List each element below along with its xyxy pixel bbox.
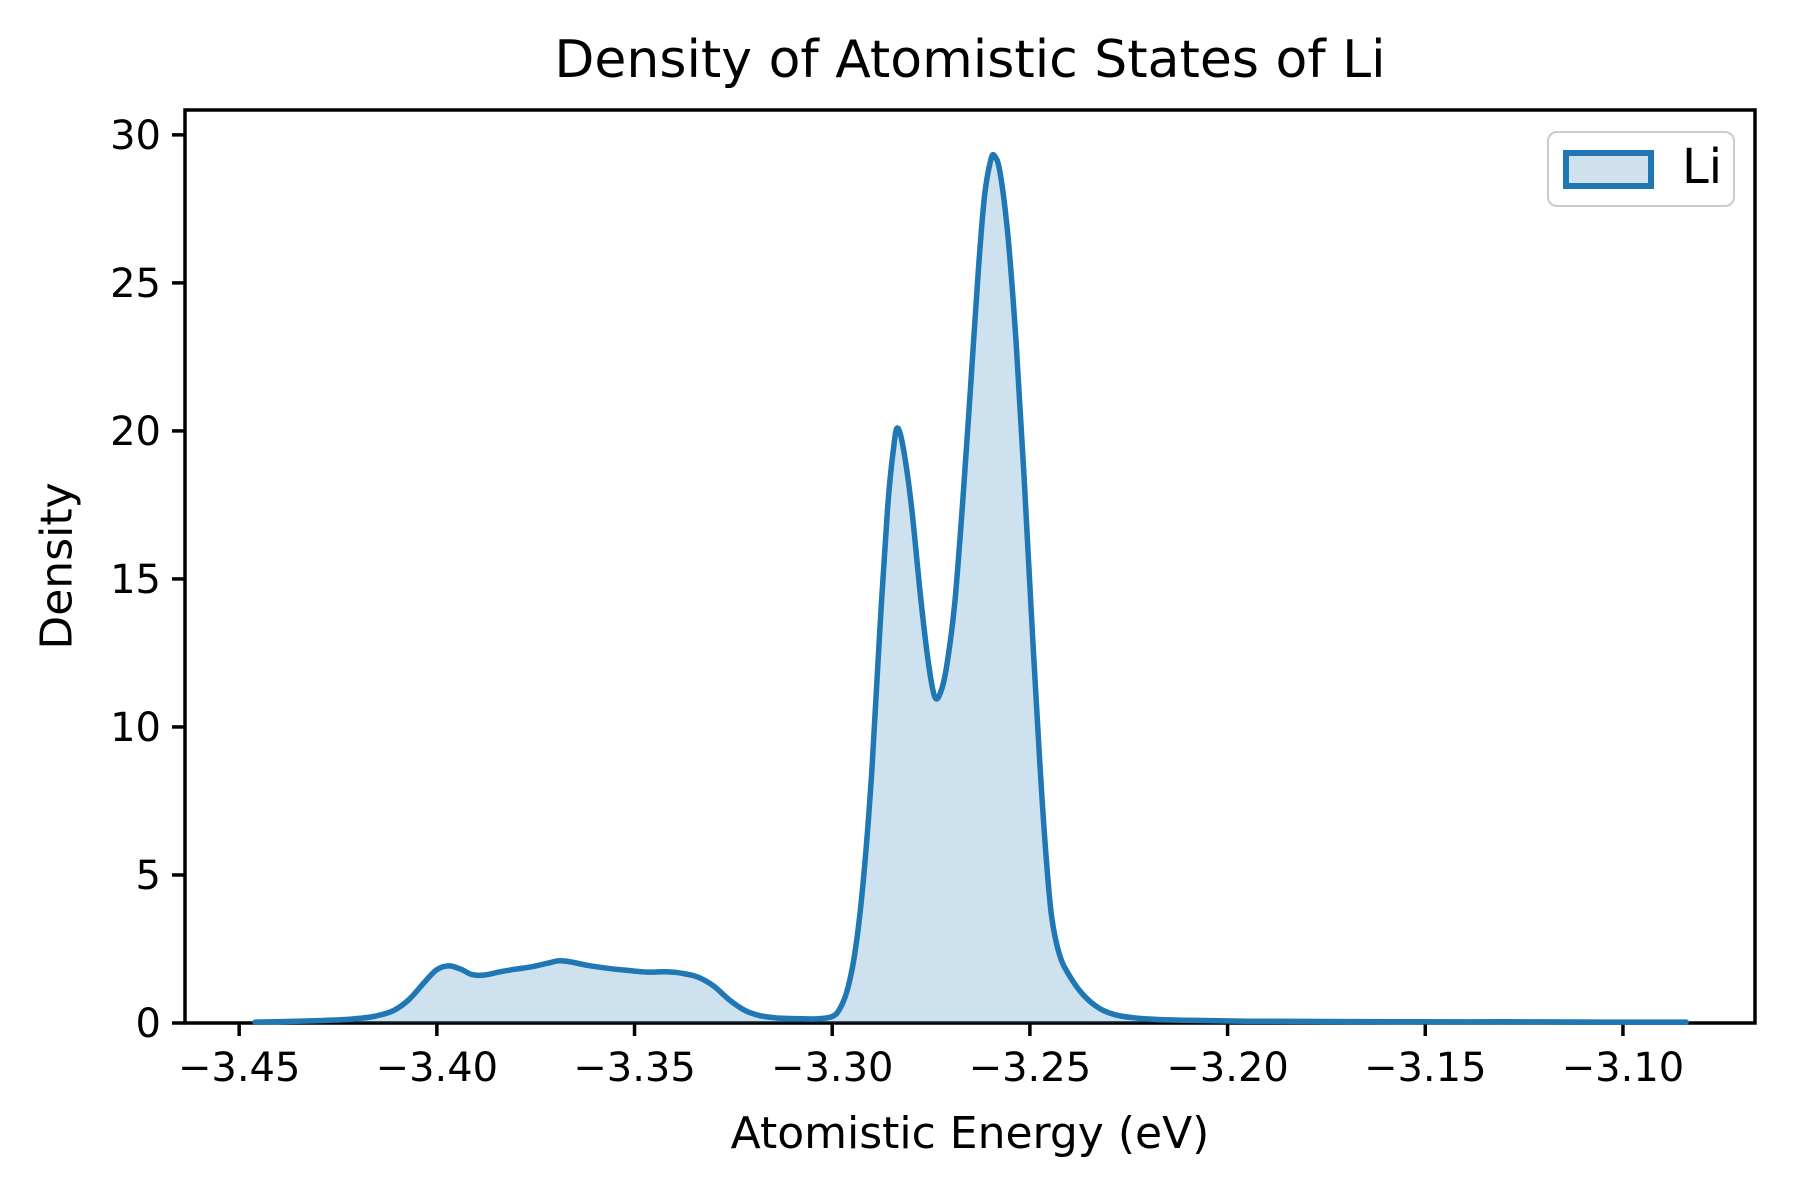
x-tick-label: −3.45 — [178, 1045, 301, 1091]
legend-swatch-li — [1563, 149, 1654, 189]
chart-title: Density of Atomistic States of Li — [554, 30, 1386, 90]
y-tick-label: 30 — [110, 113, 161, 159]
density-area — [255, 154, 1687, 1024]
x-tick-label: −3.15 — [1364, 1045, 1487, 1091]
density-curve — [252, 151, 1689, 1025]
x-tick-label: −3.10 — [1562, 1045, 1685, 1091]
x-tick-label: −3.25 — [969, 1045, 1092, 1091]
y-tick-label: 5 — [136, 853, 161, 899]
legend-label-li: Li — [1682, 139, 1723, 195]
legend: Li — [1547, 131, 1735, 207]
y-tick-label: 20 — [110, 409, 161, 455]
x-tick-label: −3.40 — [376, 1045, 499, 1091]
y-tick-label: 25 — [110, 261, 161, 307]
x-tick-label: −3.30 — [771, 1045, 894, 1091]
y-tick-label: 15 — [110, 557, 161, 603]
x-axis-label: Atomistic Energy (eV) — [730, 1108, 1210, 1159]
y-tick-label: 10 — [110, 705, 161, 751]
x-tick-label: −3.20 — [1166, 1045, 1289, 1091]
axes-spines — [183, 108, 1757, 1025]
y-axis-label: Density — [31, 482, 83, 650]
y-tick-label: 0 — [136, 1001, 161, 1047]
x-tick-label: −3.35 — [573, 1045, 696, 1091]
